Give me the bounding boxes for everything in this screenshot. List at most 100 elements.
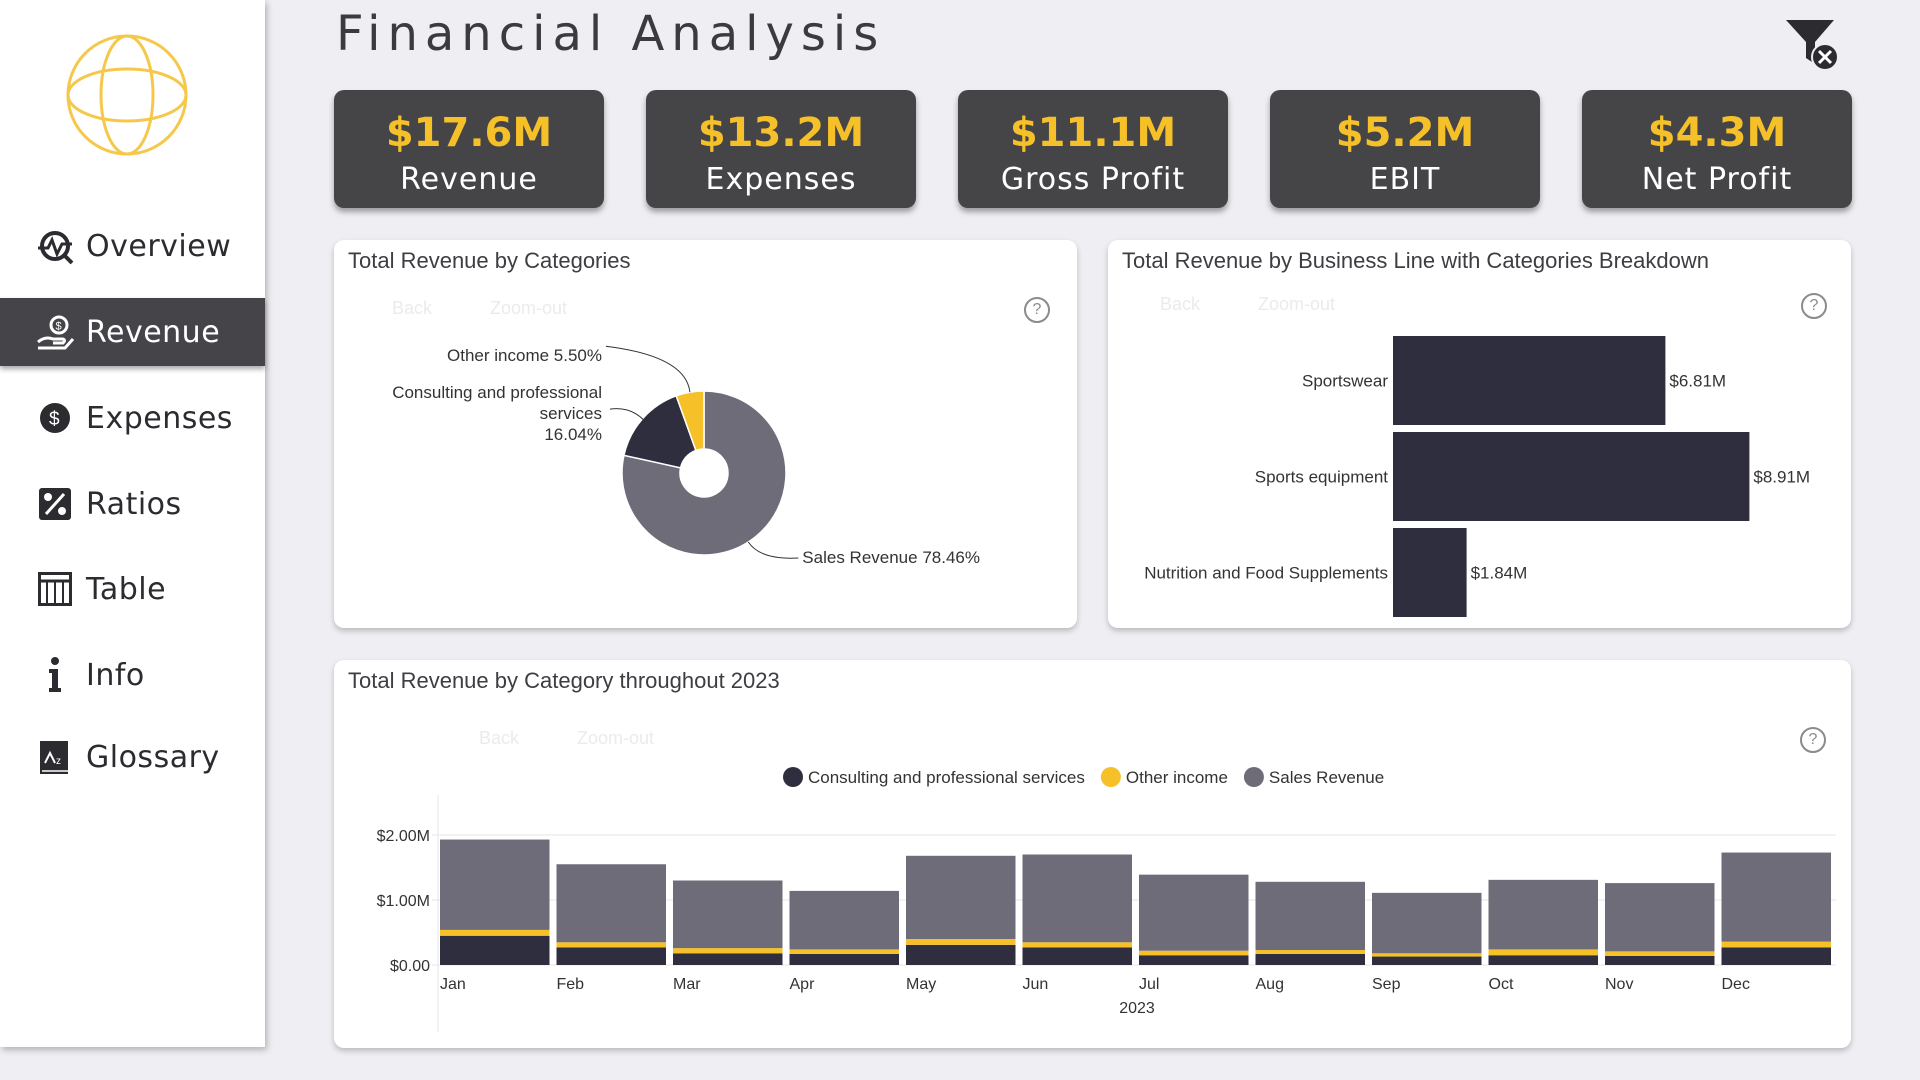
stack-segment bbox=[1721, 941, 1831, 948]
value-label: $8.91M bbox=[1753, 468, 1810, 487]
x-tick-label: Jul bbox=[1139, 976, 1159, 993]
kpi-value: $13.2M bbox=[697, 110, 865, 156]
stack-segment bbox=[1139, 950, 1249, 956]
dollar-icon: $ bbox=[34, 397, 76, 439]
nav-expenses-label: Expenses bbox=[86, 400, 233, 436]
bar bbox=[1393, 528, 1467, 617]
x-tick-label: Jun bbox=[1023, 976, 1049, 993]
nav-overview[interactable]: Overview bbox=[0, 212, 265, 280]
back-button[interactable]: Back bbox=[479, 728, 520, 748]
stack-segment bbox=[1372, 892, 1482, 954]
donut-panel: Total Revenue by Categories Back Zoom-ou… bbox=[334, 240, 1077, 628]
donut-chart: Sales Revenue 78.46% Consulting and profe… bbox=[392, 345, 980, 567]
stack-segment bbox=[673, 953, 783, 965]
x-tick-label: Mar bbox=[673, 976, 701, 993]
zoom-out-button[interactable]: Zoom-out bbox=[577, 728, 655, 748]
nav-revenue[interactable]: $ Revenue bbox=[0, 298, 265, 366]
stack-segment bbox=[440, 839, 550, 930]
stack-segment bbox=[1372, 956, 1482, 965]
stack-segment bbox=[906, 939, 1016, 945]
nav-table-label: Table bbox=[86, 571, 167, 607]
help-icon[interactable]: ? bbox=[1024, 297, 1050, 323]
nav-info-label: Info bbox=[86, 657, 145, 693]
nav-glossary-label: Glossary bbox=[86, 739, 220, 775]
page-title: Financial Analysis bbox=[336, 6, 886, 62]
monthly-panel-title: Total Revenue by Category throughout 202… bbox=[348, 668, 780, 693]
x-axis-label: 2023 bbox=[1119, 1000, 1155, 1017]
x-tick-label: May bbox=[906, 976, 936, 993]
stack-segment bbox=[1488, 955, 1598, 965]
x-tick-label: Oct bbox=[1489, 976, 1514, 993]
back-button[interactable]: Back bbox=[1160, 294, 1201, 314]
nav-info[interactable]: Info bbox=[0, 641, 265, 709]
kpi-label: Gross Profit bbox=[1000, 162, 1186, 197]
help-icon[interactable]: ? bbox=[1800, 727, 1826, 753]
legend-label: Consulting and professional services bbox=[808, 768, 1085, 787]
legend-label: Sales Revenue bbox=[1269, 768, 1384, 787]
info-icon bbox=[34, 654, 76, 696]
y-tick-label: $0.00 bbox=[390, 958, 430, 975]
stack-segment bbox=[1255, 953, 1365, 965]
slice-label: 16.04% bbox=[544, 425, 602, 444]
donut-slice bbox=[621, 390, 787, 556]
nav-overview-label: Overview bbox=[86, 228, 232, 264]
stack-segment bbox=[1022, 942, 1132, 948]
bar bbox=[1393, 336, 1666, 425]
x-tick-label: Jan bbox=[440, 976, 466, 993]
x-tick-label: Feb bbox=[557, 976, 585, 993]
nav-table[interactable]: Table bbox=[0, 555, 265, 623]
monthly-stacked-chart: $0.00 $1.00M $2.00M Jan Feb Mar Apr May Jun Jul Au… bbox=[377, 767, 1836, 1032]
x-tick-label: Apr bbox=[790, 976, 816, 993]
kpi-expenses: $13.2M Expenses bbox=[646, 90, 916, 208]
stack-segment bbox=[906, 944, 1016, 965]
kpi-label: Net Profit bbox=[1641, 162, 1793, 197]
stack-segment bbox=[789, 890, 899, 950]
legend-marker bbox=[1243, 767, 1264, 787]
stack-segment bbox=[1721, 947, 1831, 965]
stack-segment bbox=[1139, 874, 1249, 951]
business-line-chart: Sportswear $6.81M Sports equipment $8.91M Nu… bbox=[1144, 336, 1810, 617]
slice-label: services bbox=[540, 404, 602, 423]
nav-ratios[interactable]: Ratios bbox=[0, 470, 265, 538]
kpi-value: $17.6M bbox=[385, 110, 553, 156]
stack-segment bbox=[556, 864, 666, 943]
slice-label: Sales Revenue 78.46% bbox=[802, 548, 980, 567]
slice-label: Consulting and professional bbox=[392, 383, 602, 402]
kpi-ebit: $5.2M EBIT bbox=[1270, 90, 1540, 208]
back-button[interactable]: Back bbox=[392, 298, 433, 318]
nav-ratios-label: Ratios bbox=[86, 486, 182, 522]
stack-segment bbox=[1022, 854, 1132, 943]
donut-slice bbox=[675, 390, 705, 452]
x-tick-label: Nov bbox=[1605, 976, 1633, 993]
donut-panel-title: Total Revenue by Categories bbox=[348, 248, 631, 273]
stack-segment bbox=[556, 942, 666, 948]
revenue-icon: $ bbox=[34, 311, 76, 353]
logo bbox=[66, 34, 188, 156]
stack-segment bbox=[673, 880, 783, 949]
nav-revenue-label: Revenue bbox=[86, 314, 221, 350]
nav-glossary[interactable]: z Glossary bbox=[0, 723, 265, 791]
donut-slice bbox=[623, 394, 697, 469]
legend-marker bbox=[783, 767, 803, 787]
help-icon[interactable]: ? bbox=[1801, 293, 1827, 319]
bars-panel-title: Total Revenue by Business Line with Cate… bbox=[1122, 248, 1709, 273]
stack-segment bbox=[440, 929, 550, 936]
stack-segment bbox=[789, 949, 899, 954]
kpi-label: EBIT bbox=[1369, 162, 1441, 197]
nav-expenses[interactable]: $ Expenses bbox=[0, 384, 265, 452]
y-tick-label: $2.00M bbox=[377, 828, 430, 845]
stack-segment bbox=[440, 935, 550, 965]
zoom-out-button[interactable]: Zoom-out bbox=[490, 298, 568, 318]
kpi-gross-profit: $11.1M Gross Profit bbox=[958, 90, 1228, 208]
stack-segment bbox=[906, 855, 1016, 939]
stack-segment bbox=[1605, 951, 1715, 956]
slice-label: Other income 5.50% bbox=[447, 346, 602, 365]
kpi-revenue: $17.6M Revenue bbox=[334, 90, 604, 208]
stack-segment bbox=[1488, 879, 1598, 950]
overview-icon bbox=[34, 225, 76, 267]
stack-segment bbox=[1721, 852, 1831, 942]
y-tick-label: $1.00M bbox=[377, 893, 430, 910]
zoom-out-button[interactable]: Zoom-out bbox=[1258, 294, 1336, 314]
clear-filters-button[interactable] bbox=[1782, 16, 1842, 76]
kpi-value: $11.1M bbox=[1009, 110, 1177, 156]
